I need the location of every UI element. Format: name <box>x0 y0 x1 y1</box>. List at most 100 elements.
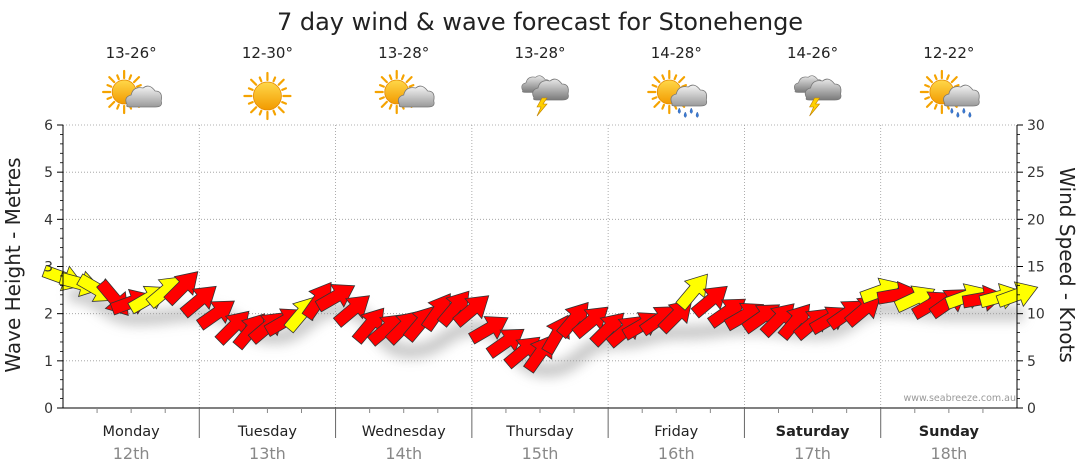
day-label: Thursday <box>505 424 574 440</box>
sun-ray <box>681 84 688 88</box>
wind-arrow-series <box>41 264 1039 374</box>
left-axis-ticks: 0 1 2 3 4 5 6 <box>44 118 63 417</box>
sun-ray <box>653 76 661 84</box>
cloud-body <box>943 84 980 107</box>
wind-arrow-strong <box>452 295 490 328</box>
sun-ray <box>258 109 263 116</box>
wind-arrow-shape <box>468 316 509 345</box>
sun-ray <box>950 76 958 84</box>
wind-arrow-strong <box>195 300 235 331</box>
sun-ray <box>281 101 288 105</box>
sun-ray <box>946 74 950 81</box>
sun-ray <box>405 76 413 84</box>
left-tick-label: 3 <box>44 260 53 276</box>
daily-temperatures: 13-26° 12-30° 13-28° 13-28° 14-28° 14-26° 12-2… <box>106 44 975 62</box>
rain-drop <box>962 107 966 114</box>
lightning-bolt <box>536 97 548 117</box>
wave-height-series <box>68 287 1023 378</box>
wind-arrow-shape <box>675 273 708 311</box>
credit-text: www.seabreeze.com.au <box>904 393 1017 404</box>
wind-arrow-light <box>675 273 708 311</box>
sun-ray <box>925 100 934 108</box>
left-axis-title: Wave Height - Metres <box>1 157 25 372</box>
sun-ray <box>933 103 938 110</box>
day-label: Tuesday <box>237 424 297 440</box>
sun-ray <box>924 96 931 100</box>
wind-arrow-shape <box>589 312 625 348</box>
wind-arrow-strong <box>468 316 509 345</box>
wind-arrow-shape <box>314 283 356 313</box>
sun-ray <box>135 84 142 88</box>
wind-arrow-shape <box>452 295 490 328</box>
left-tick-label: 6 <box>44 118 53 134</box>
sunny-icon <box>243 71 292 121</box>
lightning-bolt <box>809 97 821 117</box>
cloud-shape <box>670 84 708 107</box>
temperature-label: 12-30° <box>242 44 293 62</box>
date-label: 17th <box>794 444 831 463</box>
storm-icon <box>521 75 569 117</box>
left-tick-label: 5 <box>44 165 53 181</box>
wave-height-band <box>68 287 1023 378</box>
sun-ray <box>272 109 277 116</box>
sun-ray <box>380 100 388 108</box>
sun-ray <box>132 76 141 84</box>
sun-ray <box>380 76 388 84</box>
day-label: Monday <box>103 424 161 440</box>
sun-ray <box>933 74 938 81</box>
rain-drop <box>683 111 687 118</box>
temperature-label: 13-28° <box>378 44 429 62</box>
right-axis-ticks: 0 5 10 15 20 25 30 <box>1017 118 1045 417</box>
sun-ray <box>128 74 133 81</box>
cloud-body <box>398 85 435 108</box>
sun-ray <box>378 96 385 100</box>
sun-ray <box>281 87 288 91</box>
rain-drop <box>677 107 681 114</box>
sun-ray <box>400 74 405 81</box>
storm-icon <box>794 75 842 117</box>
wind-arrow-strong <box>163 271 199 307</box>
chart-title: 7 day wind & wave forecast for Stoneheng… <box>277 8 803 36</box>
day-label: Friday <box>654 424 698 440</box>
weather-icons <box>102 69 980 121</box>
sun-ray <box>247 101 254 105</box>
left-tick-label: 4 <box>44 212 53 228</box>
sun-ray <box>258 76 263 83</box>
rain-drop <box>695 111 699 118</box>
sun-ray <box>661 74 666 81</box>
wind-arrow-shape <box>777 303 811 341</box>
sun-disc <box>253 81 282 111</box>
date-label: 15th <box>522 444 559 463</box>
sun-ray <box>106 84 113 88</box>
day-label: Wednesday <box>362 424 446 440</box>
wind-arrow-shape <box>179 285 217 319</box>
sun-ray <box>924 84 931 88</box>
right-tick-label: 0 <box>1027 401 1036 417</box>
wind-arrow-shape <box>690 285 728 319</box>
sun-ray <box>388 74 393 81</box>
wind-arrow-shape <box>556 301 589 340</box>
wind-arrow-strong <box>314 283 356 313</box>
sun-ray <box>106 96 113 100</box>
sun-ray <box>673 74 678 81</box>
date-label: 16th <box>658 444 695 463</box>
sun-ray <box>925 76 934 84</box>
sun-ray <box>953 84 960 88</box>
wind-arrow-shape <box>436 290 470 328</box>
rain-drop <box>968 111 972 118</box>
sun-ray <box>272 76 277 83</box>
wind-arrow-strong <box>179 285 217 319</box>
wind-arrow-shape <box>332 295 371 328</box>
temperature-label: 13-26° <box>106 44 157 62</box>
sun-ray <box>661 103 666 110</box>
sun-ray <box>247 87 254 91</box>
sun-ray <box>388 103 393 110</box>
date-label: 18th <box>930 444 967 463</box>
temperature-label: 13-28° <box>514 44 565 62</box>
sun-ray <box>408 84 415 88</box>
sun-ray <box>277 106 285 114</box>
wind-arrow-strong <box>777 303 811 341</box>
wind-arrow-shape <box>195 300 235 331</box>
cloud-shape <box>398 85 435 108</box>
date-label: 12th <box>113 444 150 463</box>
